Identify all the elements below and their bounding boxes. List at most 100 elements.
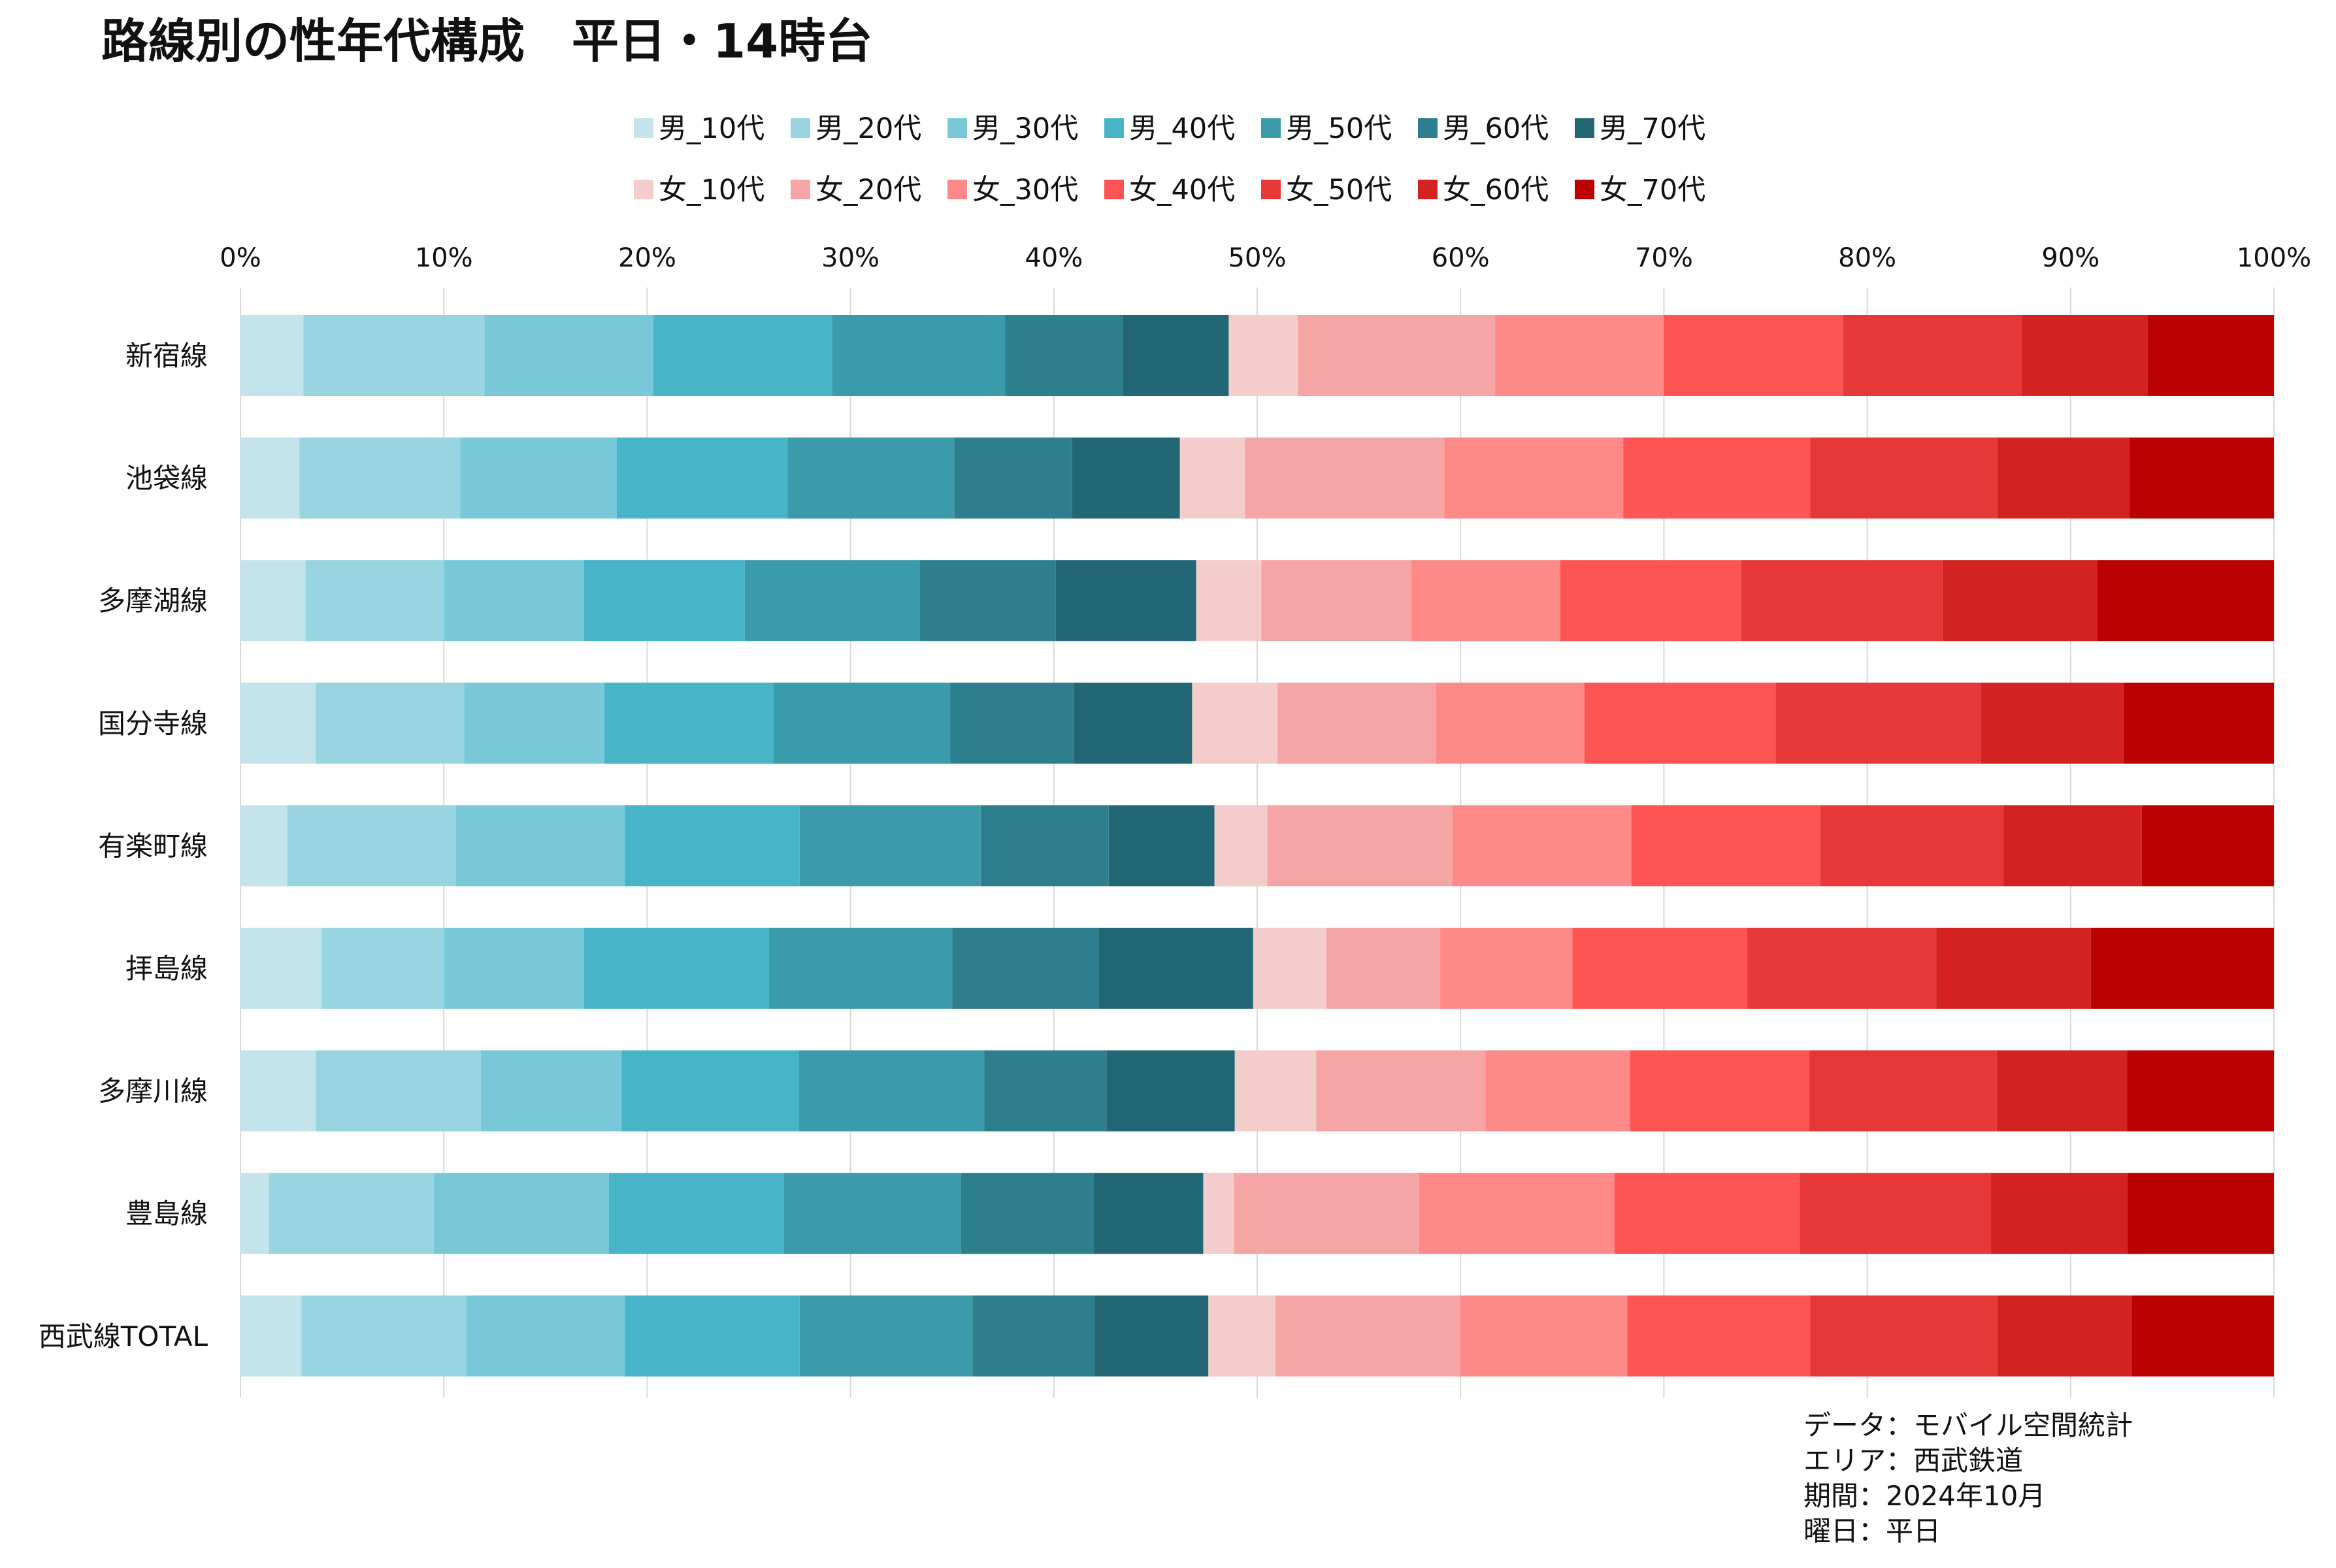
bar-segment (952, 928, 1099, 1009)
bar-segment (1820, 805, 2004, 887)
bar-segment (625, 1295, 800, 1377)
bar-segment (455, 805, 625, 887)
bar-segment (303, 315, 485, 396)
bar-segment (316, 682, 465, 764)
bar-segment (773, 682, 951, 764)
bar-segment (787, 437, 955, 519)
bar-segment (1093, 1173, 1204, 1254)
bar-segment (1460, 1295, 1628, 1377)
bar-segment (1843, 315, 2022, 396)
legend-swatch (1261, 180, 1281, 199)
legend-label: 女_30代 (972, 174, 1078, 206)
bar-segment (301, 1295, 467, 1377)
x-tick-label: 40% (1025, 243, 1083, 273)
category-label: 新宿線 (125, 340, 208, 372)
legend-swatch (1104, 180, 1124, 199)
bar-segment (1298, 315, 1496, 396)
bar-segment (1440, 928, 1573, 1009)
bar-segment (287, 805, 456, 887)
legend-swatch (1418, 180, 1438, 199)
legend-swatch (791, 180, 810, 199)
bar-segment (799, 805, 981, 887)
bar-segment (2141, 805, 2274, 887)
bar-segment (1055, 560, 1196, 642)
bar-segment (1234, 1173, 1419, 1254)
bars (240, 315, 2274, 1377)
bar-segment (1452, 805, 1632, 887)
x-tick-label: 0% (220, 243, 261, 273)
bar-segment (1747, 928, 1937, 1009)
legend-label: 女_60代 (1443, 174, 1549, 206)
bar-segment (1267, 805, 1453, 887)
bar-segment (1253, 928, 1326, 1009)
bar-segment (2131, 1295, 2274, 1377)
bar-segment (2097, 560, 2274, 642)
bar-segment (1936, 928, 2091, 1009)
bar-segment (1741, 560, 1943, 642)
bar-segment (799, 1295, 973, 1377)
bar-segment (950, 682, 1074, 764)
bar-segment (1094, 1295, 1209, 1377)
bar-segment (480, 1050, 622, 1132)
source-note: 期間：2024年10月 (1803, 1480, 2045, 1512)
category-label: 国分寺線 (98, 708, 208, 740)
bar-segment (240, 560, 306, 642)
bar-segment (2130, 437, 2274, 519)
legend-item: 男_10代 (634, 112, 765, 145)
legend-item: 女_20代 (791, 174, 921, 206)
category-label: 池袋線 (125, 463, 208, 495)
legend-label: 男_70代 (1600, 112, 1705, 145)
bar-segment (616, 437, 788, 519)
legend-item: 女_70代 (1575, 174, 1705, 206)
bar-segment (2123, 682, 2274, 764)
bar-segment (1316, 1050, 1486, 1132)
x-tick-label: 10% (415, 243, 473, 273)
x-axis-ticks: 0% 10% 20% 30% 40% 50% 60% 70% 80% 90% 100% (220, 243, 2311, 273)
bar-segment (919, 560, 1056, 642)
bar-segment (1326, 928, 1441, 1009)
source-note: 曜日：平日 (1803, 1515, 1941, 1547)
legend-item: 女_40代 (1104, 174, 1235, 206)
bar-segment (972, 1295, 1095, 1377)
bar-segment (604, 682, 774, 764)
legend-item: 女_10代 (634, 174, 765, 206)
chart-title: 路線別の性年代構成 平日・14時台 (101, 14, 872, 69)
legend-label: 男_20代 (815, 112, 921, 145)
legend-swatch (947, 118, 967, 138)
x-tick-label: 30% (821, 243, 880, 273)
legend-swatch (1418, 118, 1438, 138)
bar-segment (240, 805, 288, 887)
bar-segment (1614, 1173, 1800, 1254)
category-label: 多摩川線 (98, 1075, 208, 1107)
bar-segment (269, 1173, 434, 1254)
bar-segment (621, 1050, 799, 1132)
legend-label: 男_40代 (1129, 112, 1235, 145)
legend-swatch (1575, 118, 1594, 138)
bar-segment (433, 1173, 609, 1254)
bar-segment (954, 437, 1072, 519)
x-tick-label: 100% (2237, 243, 2311, 273)
legend-item: 男_40代 (1104, 112, 1235, 145)
bar-segment (240, 682, 316, 764)
bar-segment (1631, 805, 1821, 887)
legend-label: 女_50代 (1286, 174, 1392, 206)
bar-segment (783, 1173, 961, 1254)
bar-segment (1810, 1295, 1998, 1377)
bar-segment (460, 437, 617, 519)
bar-segment (1664, 315, 1843, 396)
legend-label: 女_20代 (815, 174, 921, 206)
bar-segment (1419, 1173, 1615, 1254)
legend-label: 男_10代 (659, 112, 765, 145)
bar-segment (1585, 682, 1776, 764)
bar-segment (240, 315, 304, 396)
bar-segment (1810, 437, 1998, 519)
bar-segment (608, 1173, 784, 1254)
legend-swatch (947, 180, 967, 199)
legend-swatch (1104, 118, 1124, 138)
bar-segment (2127, 1173, 2274, 1254)
bar-segment (240, 1050, 316, 1132)
bar-segment (1208, 1295, 1276, 1377)
x-tick-label: 80% (1838, 243, 1896, 273)
bar-segment (1560, 560, 1741, 642)
